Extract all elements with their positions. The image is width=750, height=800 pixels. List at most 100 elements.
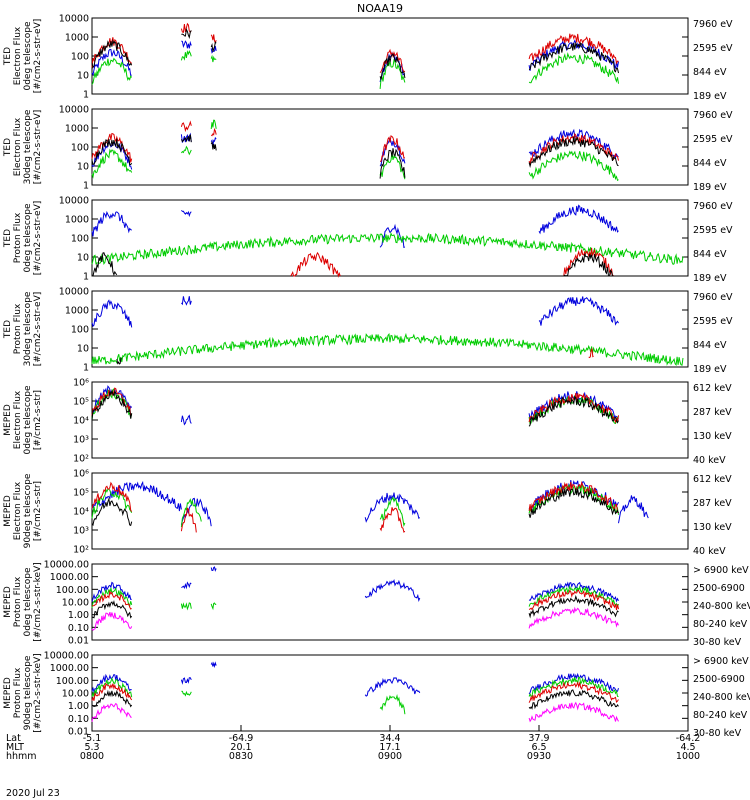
y-axis-label-line: 90deg telescope <box>23 655 33 730</box>
y-axis-label-line: Electron Flux <box>13 26 23 85</box>
series-line <box>91 385 619 426</box>
series-line <box>91 681 619 703</box>
legend-entry: 2595 eV <box>693 134 733 145</box>
y-tick-label: 10 <box>77 344 89 355</box>
y-tick-label: 0.01 <box>68 727 89 738</box>
series-line <box>91 27 619 80</box>
legend-entry: 2500-6900 <box>693 674 745 685</box>
y-tick-label: 100 <box>71 143 89 154</box>
y-tick-label: 10⁵ <box>73 397 89 408</box>
x-tick-label: 6.5 <box>531 742 546 753</box>
series-line <box>91 128 619 170</box>
y-tick-label: 10.00 <box>62 689 89 700</box>
legend-entry: 844 eV <box>693 158 727 169</box>
legend-entry: 844 eV <box>693 249 727 260</box>
y-axis-label-line: 0deg telescope <box>23 385 33 455</box>
x-tick-label: 37.9 <box>528 733 549 744</box>
legend-entry: 240-800 keV <box>693 601 750 612</box>
panel-4: 10000 1000 100 10 1 TED Proton Flux 30deg teles… <box>3 287 733 376</box>
y-tick-label: 100 <box>71 234 89 245</box>
y-axis-label-line: [#/cm2-s-str-eV] <box>33 19 43 94</box>
y-tick-label: 10.00 <box>62 598 89 609</box>
y-tick-label: 0.10 <box>68 714 89 725</box>
y-tick-label: 10000 <box>59 105 89 116</box>
y-tick-label: 10 <box>77 71 89 82</box>
series-line <box>91 119 619 182</box>
legend-entry: 612 keV <box>693 383 732 394</box>
y-tick-label: 100 <box>71 325 89 336</box>
x-tick-label: 0900 <box>378 751 402 762</box>
y-tick-label: 0.10 <box>68 623 89 634</box>
panel-1: 10000 1000 100 10 1 TED Electron Flux 0deg tele… <box>3 14 733 103</box>
y-axis-label-line: 90deg telescope <box>23 473 33 548</box>
y-tick-label: 1000.00 <box>50 572 89 583</box>
series-line <box>92 252 614 277</box>
y-axis-label-line: TED <box>3 47 13 66</box>
legend-entry: 40 keV <box>693 546 726 557</box>
y-axis-label-line: TED <box>3 229 13 248</box>
legend-entry: 287 keV <box>693 498 732 509</box>
x-tick-label: 0930 <box>527 751 551 762</box>
y-axis-label-line: 30deg telescope <box>23 109 33 184</box>
y-tick-label: 1 <box>83 90 89 101</box>
y-tick-label: 10000.00 <box>44 651 89 662</box>
legend-entry: 130 keV <box>693 431 732 442</box>
y-tick-label: 1.00 <box>68 610 89 621</box>
legend-entry: 2595 eV <box>693 225 733 236</box>
y-tick-label: 10⁶ <box>73 378 89 389</box>
series-line <box>91 49 619 89</box>
series-line <box>91 480 619 533</box>
series-line <box>91 589 619 611</box>
y-axis-label-line: [#/cm2-s-str-eV] <box>33 110 43 185</box>
y-tick-label: 0.01 <box>68 636 89 647</box>
y-axis-label-line: Proton Flux <box>13 212 23 263</box>
series-line <box>91 689 619 710</box>
legend-entry: 189 eV <box>693 273 727 284</box>
chart-title: NOAA19 <box>357 2 403 15</box>
y-axis-label-line: 0deg telescope <box>23 567 33 637</box>
x-tick-label: -64.2 <box>676 733 701 744</box>
y-axis-label-line: [#/cm2-s-str-eV] <box>33 292 43 367</box>
date-label: 2020 Jul 23 <box>6 788 60 799</box>
x-tick-label: 5.3 <box>84 742 99 753</box>
y-axis-label-line: Electron Flux <box>13 390 23 449</box>
legend-entry: 80-240 keV <box>693 619 748 630</box>
y-tick-label: 1000 <box>65 33 89 44</box>
y-axis-label-line: TED <box>3 320 13 339</box>
y-tick-label: 100.00 <box>56 676 89 687</box>
x-tick-label: 4.5 <box>680 742 695 753</box>
x-row-label: MLT <box>6 742 24 753</box>
legend-entry: 130 keV <box>693 522 732 533</box>
legend-entry: 844 eV <box>693 67 727 78</box>
series-line <box>91 22 619 74</box>
x-row-label: Lat <box>6 733 21 744</box>
y-axis-label-line: 30deg telescope <box>23 291 33 366</box>
y-tick-label: 1000 <box>65 306 89 317</box>
legend-entry: 7960 eV <box>693 292 733 303</box>
panel-frame <box>91 563 689 641</box>
series-line <box>91 661 619 697</box>
panel-6: 10⁶ 10⁵ 10⁴ 10³ 10² MEPED Electron Flux 90deg t… <box>3 469 732 558</box>
legend-entry: 40 keV <box>693 455 726 466</box>
panel-5: 10⁶ 10⁵ 10⁴ 10³ 10² MEPED Electron Flux 0deg te… <box>3 378 732 467</box>
legend-entry: 30-80 keV <box>693 637 742 648</box>
y-axis-label-line: [#/cm2-s-str-eV] <box>33 201 43 276</box>
y-tick-label: 10³ <box>73 526 89 537</box>
x-row-label: hhmm <box>6 751 37 762</box>
y-tick-label: 10² <box>73 454 89 465</box>
legend-entry: 2595 eV <box>693 316 733 327</box>
series-line <box>91 296 619 328</box>
y-axis-label-line: Proton Flux <box>13 667 23 718</box>
x-tick-label: -5.1 <box>83 733 102 744</box>
legend-entry: 189 eV <box>693 182 727 193</box>
x-tick-label: 20.1 <box>230 742 251 753</box>
y-tick-label: 1000 <box>65 124 89 135</box>
y-tick-label: 10³ <box>73 435 89 446</box>
y-axis-label-line: [#/cm2-s-str-keV] <box>33 562 43 641</box>
y-tick-label: 10 <box>77 162 89 173</box>
y-axis-label-line: Electron Flux <box>13 481 23 540</box>
series-line <box>91 134 619 179</box>
y-axis-label-line: MEPED <box>3 495 13 527</box>
